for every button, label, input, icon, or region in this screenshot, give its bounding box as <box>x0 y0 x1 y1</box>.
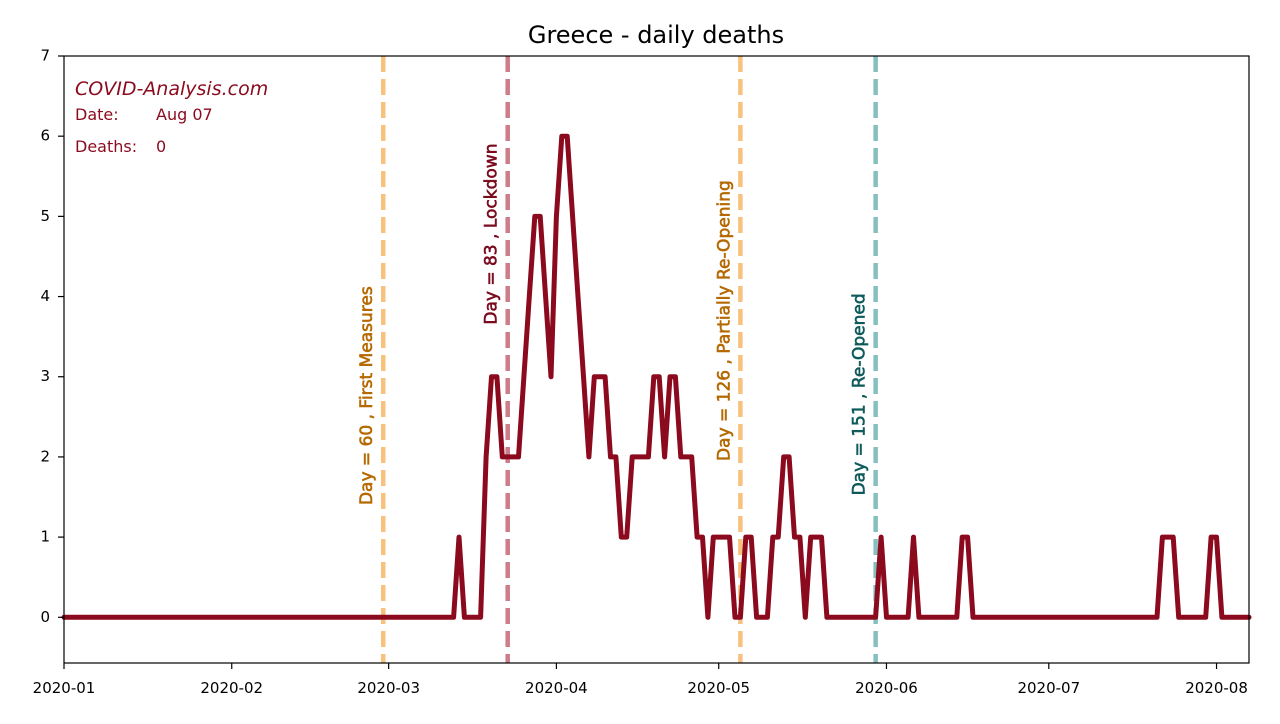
deaths-label: Deaths: <box>75 137 137 156</box>
y-tick-label: 3 <box>40 367 50 385</box>
chart-title: Greece - daily deaths <box>528 21 784 49</box>
info-box: COVID-Analysis.com Date: Aug 07 Deaths: … <box>75 78 268 156</box>
date-label: Date: <box>75 105 119 124</box>
annotation-label-3: Day = 126 , Partially Re-Opening <box>714 180 734 461</box>
brand-label: COVID-Analysis.com <box>75 78 268 100</box>
y-tick-label: 5 <box>40 207 50 225</box>
annotation-label-2: Day = 83 , Lockdown <box>482 144 502 325</box>
x-tick-label: 2020-04 <box>525 679 588 697</box>
y-tick-label: 7 <box>40 47 50 65</box>
annotation-label-4: Day = 151 , Re-Opened <box>850 293 870 495</box>
deaths-value: 0 <box>156 137 166 156</box>
x-tick-label: 2020-02 <box>200 679 263 697</box>
x-tick-label: 2020-08 <box>1185 679 1248 697</box>
x-tick-label: 2020-05 <box>687 679 750 697</box>
annotation-label-1: Day = 60 , First Measures <box>357 286 377 505</box>
series-layer <box>61 133 1252 620</box>
y-tick-label: 4 <box>40 287 50 305</box>
annotation-layer: Day = 60 , First Measures Day = 83 , Lock… <box>357 56 878 663</box>
y-tick-label: 0 <box>40 608 50 626</box>
date-value: Aug 07 <box>156 105 213 124</box>
y-tick-label: 2 <box>40 447 50 465</box>
x-tick-label: 2020-06 <box>855 679 918 697</box>
axis-layer: 0 1 2 3 4 5 6 7 2020-01 2020-02 2020-03 2020-04 2020… <box>33 47 1250 697</box>
x-tick-label: 2020-07 <box>1017 679 1080 697</box>
y-tick-label: 6 <box>40 127 50 145</box>
series-line-1 <box>61 133 1252 620</box>
plot-frame <box>63 55 1250 664</box>
x-tick-label: 2020-01 <box>33 679 96 697</box>
y-tick-label: 1 <box>40 528 50 546</box>
x-tick-label: 2020-03 <box>357 679 420 697</box>
